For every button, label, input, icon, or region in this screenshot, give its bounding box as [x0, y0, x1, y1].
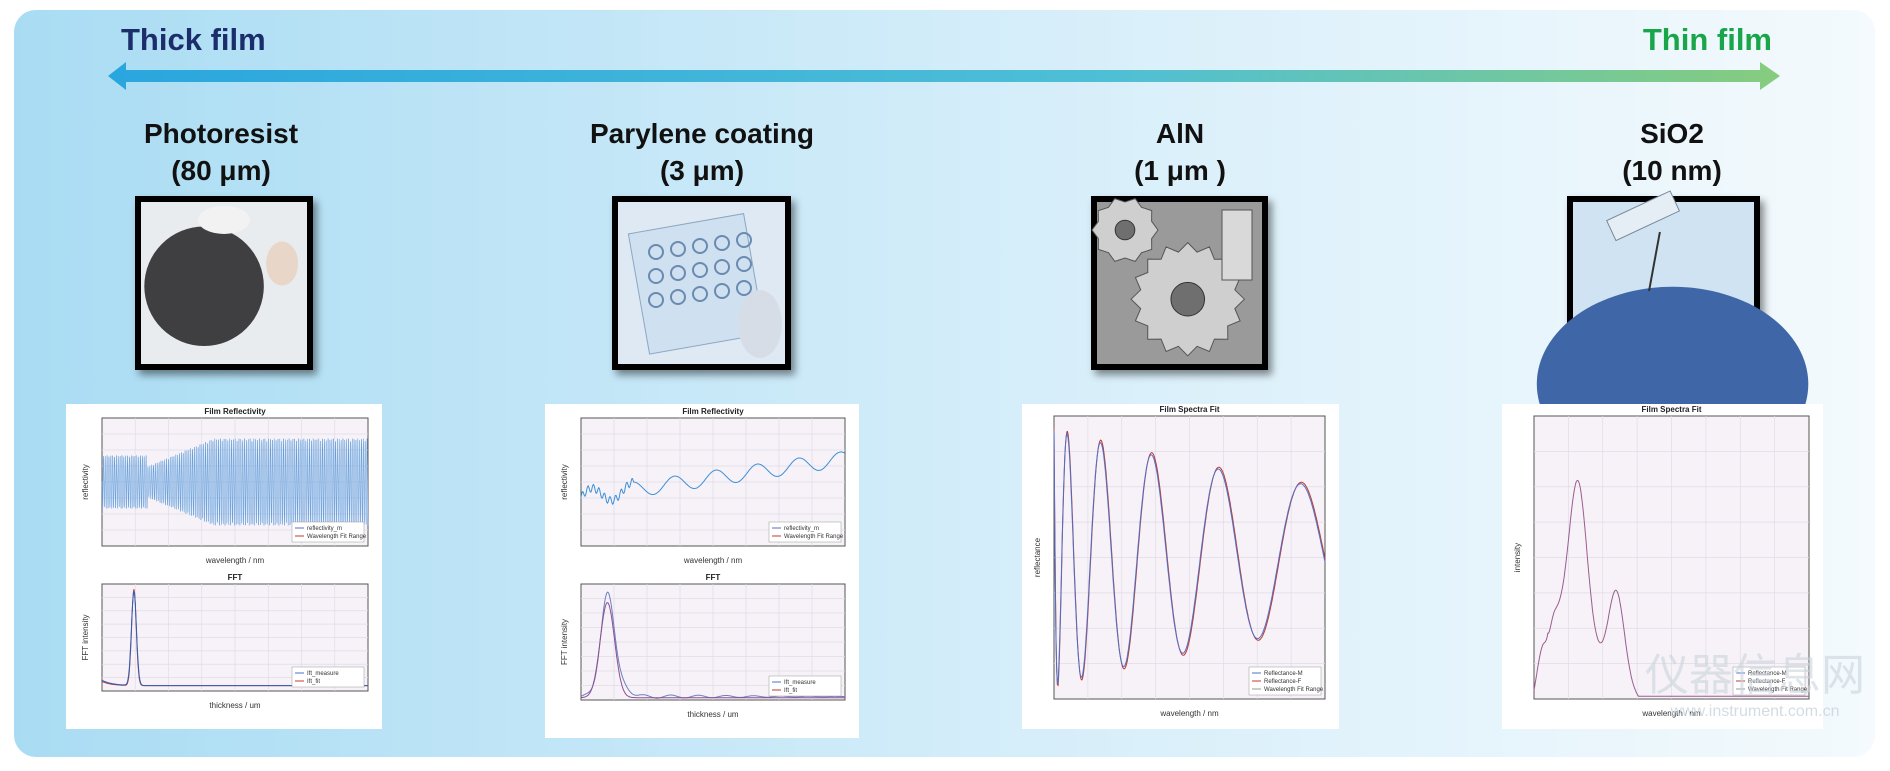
photo: [135, 196, 313, 370]
plot-title: Film Spectra Fit: [1641, 405, 1701, 414]
legend-entry: Wavelength Fit Range: [784, 534, 844, 540]
plot-title: FFT: [706, 573, 721, 582]
legend-entry: Ift_measure: [784, 680, 816, 686]
legend-entry: Reflectance-F: [1748, 679, 1786, 685]
electrode: [736, 232, 752, 248]
finger: [738, 290, 782, 358]
x-axis-label: wavelength / nm: [683, 556, 743, 565]
electrode: [714, 259, 730, 275]
probe-arm: [1606, 190, 1681, 242]
column-title: AlN: [1156, 118, 1204, 149]
legend-entry: Wavelength Fit Range: [1748, 687, 1808, 693]
plot-title: Film Spectra Fit: [1159, 405, 1219, 414]
electrode: [692, 262, 708, 278]
electrode: [692, 286, 708, 302]
plot: Film Reflectivity wavelength / nm reflecti…: [81, 407, 369, 565]
electrode: [670, 265, 686, 281]
column-subtitle: (3 μm): [660, 155, 744, 186]
legend-box: [291, 521, 365, 543]
electrode: [692, 238, 708, 254]
plot-title: Film Reflectivity: [682, 407, 744, 416]
legend-entry: reflectivity_m: [784, 526, 819, 532]
photo: [612, 196, 791, 370]
electrode: [648, 244, 664, 260]
gear-hub: [1170, 281, 1206, 317]
curve: [1053, 430, 1326, 685]
beam: [1221, 209, 1253, 281]
legend-entry: Wavelength Fit Range: [307, 534, 367, 540]
legend-entry: Reflectance-F: [1264, 679, 1302, 685]
x-axis-label: wavelength / nm: [1159, 709, 1219, 718]
plot: Film Reflectivity wavelength / nm reflecti…: [560, 407, 846, 565]
electrode: [736, 256, 752, 272]
face: [266, 241, 299, 286]
curve: [101, 438, 369, 526]
column-title: Photoresist: [144, 118, 298, 149]
legend-entry: Reflectance-M: [1264, 671, 1303, 677]
legend-box: [768, 521, 842, 543]
glove: [198, 206, 250, 234]
legend-entry: Ift_measure: [307, 671, 339, 677]
electrode: [648, 268, 664, 284]
column-title: Parylene coating: [590, 118, 814, 149]
left-label: Thick film: [121, 22, 266, 57]
electrode: [714, 283, 730, 299]
legend-entry: reflectivity_m: [307, 526, 342, 532]
curve: [580, 602, 845, 699]
legend-entry: Reflectance-M: [1748, 671, 1787, 677]
plot: Film Spectra Fit wavelength / nm intensity…: [1513, 405, 1810, 718]
gear-hub: [1114, 219, 1136, 241]
electrode: [670, 241, 686, 257]
column-subtitle: (1 μm ): [1134, 155, 1226, 186]
curve: [580, 451, 846, 506]
watermark: 仪器信息网: [1645, 651, 1865, 700]
y-axis-label: intensity: [1513, 543, 1522, 572]
y-axis-label: reflectivity: [81, 464, 90, 500]
plot: FFT thickness / um FFT intensity Ift_measur…: [560, 573, 846, 719]
x-axis-label: wavelength / nm: [1641, 709, 1701, 718]
watermark-url: www.instrument.com.cn: [1670, 703, 1840, 720]
y-axis-label: reflectance: [1033, 537, 1042, 577]
legend-entry: Ift_fit: [307, 679, 320, 685]
plot-title: FFT: [228, 573, 243, 582]
y-axis-label: FFT intensity: [81, 614, 90, 660]
legend-entry: Ift_fit: [784, 688, 797, 694]
y-axis-label: reflectivity: [560, 464, 569, 500]
x-axis-label: wavelength / nm: [205, 556, 265, 565]
legend-box: [291, 666, 365, 688]
curve: [1533, 479, 1809, 697]
x-axis-label: thickness / um: [687, 710, 738, 719]
probe: [1648, 231, 1661, 292]
thickness-arrow: [108, 62, 1780, 90]
photo: [1091, 196, 1268, 370]
right-label: Thin film: [1643, 22, 1772, 57]
electrode: [714, 235, 730, 251]
y-axis-label: FFT intensity: [560, 619, 569, 665]
electrode: [736, 280, 752, 296]
wafer: [144, 226, 264, 346]
legend-entry: Wavelength Fit Range: [1264, 687, 1324, 693]
column-subtitle: (10 nm): [1622, 155, 1722, 186]
electrode: [670, 289, 686, 305]
legend-box: [768, 675, 842, 697]
plot: Film Spectra Fit wavelength / nm reflectan…: [1033, 405, 1326, 718]
plot-title: Film Reflectivity: [204, 407, 266, 416]
column-subtitle: (80 μm): [171, 155, 271, 186]
electrode: [648, 292, 664, 308]
x-axis-label: thickness / um: [209, 701, 260, 710]
plot: FFT thickness / um FFT intensity Ift_measur…: [81, 573, 369, 710]
background: [14, 10, 1875, 757]
column-title: SiO2: [1640, 118, 1704, 149]
